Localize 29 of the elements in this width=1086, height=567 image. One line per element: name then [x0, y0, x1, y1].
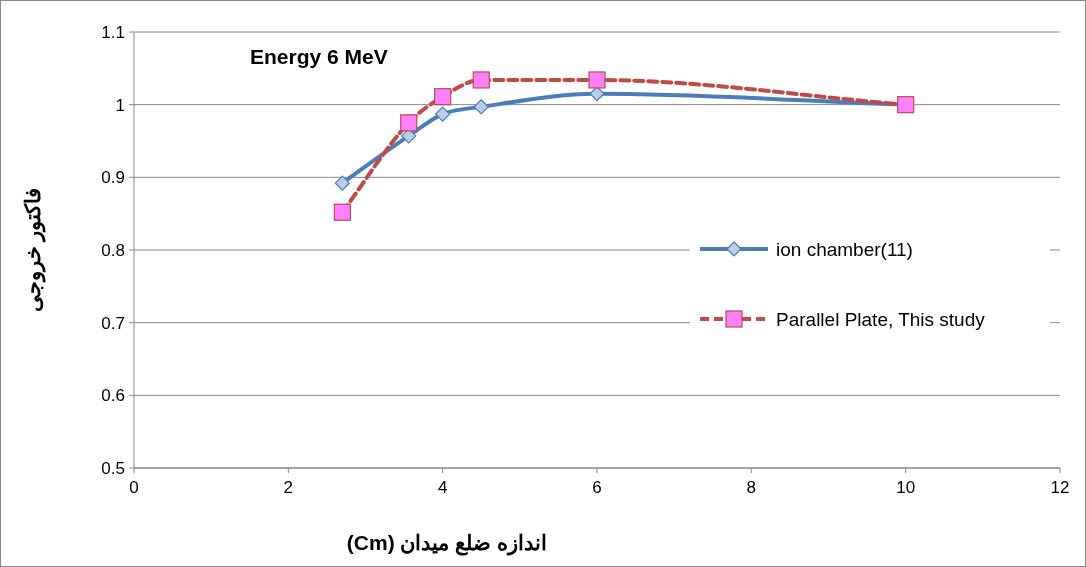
y-axis-title: فاکتور خروجی	[21, 187, 46, 313]
y-tick-label: 1	[115, 95, 125, 115]
point	[435, 106, 451, 122]
point	[473, 99, 489, 115]
x-tick-label: 6	[592, 478, 602, 497]
x-axis-title: اندازه ضلع میدان (Cm)	[346, 531, 548, 556]
x-tick-label: 10	[896, 478, 916, 497]
point	[472, 71, 490, 89]
point	[588, 71, 606, 89]
point	[334, 175, 350, 191]
y-tick-label: 0.8	[101, 241, 125, 260]
x-tick-label: 12	[1050, 478, 1070, 497]
y-tick-label: 0.5	[101, 459, 125, 478]
y-tick-label: 0.7	[101, 313, 125, 333]
y-tick-label: 0.6	[101, 386, 125, 406]
text: Energy 6 MeV	[250, 45, 388, 68]
legend-label: ion chamber(11)	[776, 239, 913, 260]
x-tick-label: 0	[129, 478, 139, 497]
point	[333, 203, 351, 221]
point	[400, 114, 418, 132]
point	[434, 88, 452, 106]
y-tick-label: 1.1	[101, 23, 125, 42]
legend-label: Parallel Plate, This study	[776, 309, 986, 330]
point	[589, 86, 605, 102]
x-tick-label: 2	[283, 478, 294, 497]
y-tick-label: 0.9	[101, 168, 125, 188]
x-tick-label: 4	[437, 478, 448, 497]
point	[401, 128, 417, 144]
x-tick-label: 8	[746, 478, 757, 497]
